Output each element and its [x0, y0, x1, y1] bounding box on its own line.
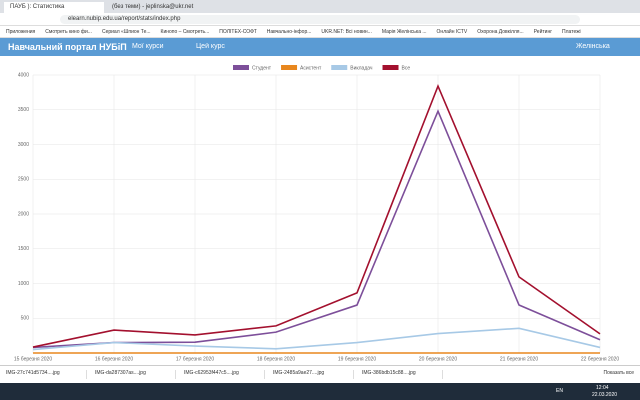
brand[interactable]: Навчальний портал НУБіП	[8, 42, 127, 52]
download-item[interactable]: IMG-2485a9ae27....jpg	[273, 370, 354, 379]
x-tick-label: 19 березня 2020	[338, 356, 376, 362]
x-tick-label: 15 березня 2020	[14, 356, 52, 362]
bookmark[interactable]: Платежі	[562, 29, 581, 35]
download-item[interactable]: IMG-386bdb15c88....jpg	[362, 370, 443, 379]
menu-item[interactable]: Мої курси	[132, 43, 164, 50]
chart: 500 1000 1500 2000 2500 3000 3500 4000 15 березн…	[14, 65, 619, 362]
downloads-bar: IMG-27c741d5734....jpg IMG-da287307as....…	[0, 365, 640, 383]
address-bar: elearn.nubip.edu.ua/report/stats/index.p…	[0, 13, 640, 26]
x-tick-label: 16 березня 2020	[95, 356, 133, 362]
bookmark[interactable]: Рейтинг	[533, 29, 553, 35]
y-tick-label: 4000	[18, 72, 29, 78]
url[interactable]: elearn.nubip.edu.ua/report/stats/index.p…	[60, 15, 580, 24]
series-line	[32, 327, 601, 351]
tab-strip: ПАУБ ): Статистика (без теми) - jeplinsk…	[0, 0, 640, 13]
legend-label: Все	[402, 65, 411, 71]
x-tick-label: 21 березня 2020	[500, 356, 538, 362]
x-tick-label: 18 березня 2020	[257, 356, 295, 362]
x-tick-label: 20 березня 2020	[419, 356, 457, 362]
bookmarks-bar: Приложения Смотреть кино фи... Сериал «Шпи…	[0, 26, 640, 38]
bookmark[interactable]: UKR.NET: Всі новин...	[321, 29, 372, 35]
tab[interactable]: ПАУБ ): Статистика	[4, 2, 104, 13]
time: 12:04	[596, 385, 609, 391]
x-tick-label: 17 березня 2020	[176, 356, 214, 362]
legend-label: Студент	[252, 65, 272, 71]
bookmark[interactable]: Онлайн ICTV	[436, 29, 468, 35]
download-item[interactable]: IMG-c62953f447c5....jpg	[184, 370, 265, 379]
tab[interactable]: (без теми) - jeplinska@ukr.net	[112, 4, 194, 10]
y-tick-label: 1000	[18, 281, 29, 287]
y-tick-label: 2000	[18, 211, 29, 217]
user-menu[interactable]: Желінська	[576, 43, 610, 50]
bookmark[interactable]: Марія Желінська ...	[381, 29, 427, 35]
bookmark[interactable]: Приложения	[6, 29, 36, 35]
series-line	[32, 84, 601, 348]
show-all[interactable]: Показать все	[603, 370, 634, 376]
y-tick-label: 1500	[18, 246, 29, 252]
x-tick-label: 22 березня 2020	[581, 356, 619, 362]
series-line	[32, 109, 601, 349]
bookmark[interactable]: Охорона Довкілля...	[477, 29, 524, 35]
bookmark[interactable]: ПОЛІТЕХ-СОФТ	[219, 29, 257, 35]
bookmark[interactable]: Навчально-інфор...	[266, 29, 312, 35]
legend-swatch	[233, 65, 249, 70]
taskbar: EN 12:04 22.03.2020	[0, 383, 640, 400]
bookmark[interactable]: Сериал «Шпион Те...	[101, 29, 151, 35]
legend-swatch	[281, 65, 298, 70]
download-item[interactable]: IMG-27c741d5734....jpg	[6, 370, 87, 379]
y-tick-label: 2500	[18, 177, 29, 183]
menu-item[interactable]: Цей курс	[196, 43, 225, 50]
y-tick-label: 3500	[18, 107, 29, 113]
y-tick-label: 500	[21, 316, 30, 322]
bookmark[interactable]: Смотреть кино фи...	[45, 29, 92, 35]
download-item[interactable]: IMG-da287307as....jpg	[95, 370, 176, 379]
legend-swatch	[382, 65, 399, 70]
legend-label: Викладач	[350, 65, 373, 71]
lang: EN	[556, 388, 563, 394]
legend-swatch	[331, 65, 348, 70]
navbar: Навчальний портал НУБіП Мої курси Цей ку…	[0, 38, 640, 56]
y-tick-label: 3000	[18, 142, 29, 148]
date: 22.03.2020	[592, 392, 618, 398]
bookmark[interactable]: Кинопо – Смотреть...	[160, 29, 210, 35]
legend-label: Асистент	[300, 65, 322, 71]
